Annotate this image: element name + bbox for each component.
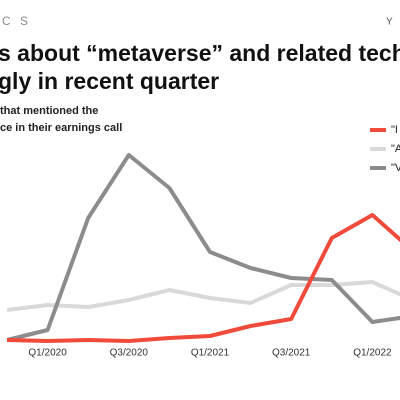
chart-title: s about “metaverse” and related techn xyxy=(0,40,400,66)
x-tick-label: Q3/2021 xyxy=(272,348,311,359)
corner-mark: Y xyxy=(386,17,393,28)
x-tick-label: Q1/2021 xyxy=(191,348,230,359)
legend-label: "V xyxy=(391,162,400,174)
x-tick-label: Q3/2020 xyxy=(110,348,149,359)
line-series xyxy=(6,213,400,343)
chart-subtitle: that mentioned the xyxy=(0,105,98,117)
chart-title: gly in recent quarter xyxy=(0,68,219,94)
brand: C S xyxy=(2,14,31,28)
chart-subtitle: ce in their earnings call xyxy=(0,122,122,134)
legend-label: "I xyxy=(391,124,398,136)
x-tick-label: Q1/2020 xyxy=(28,348,67,359)
legend-label: "A xyxy=(391,143,400,155)
line-series xyxy=(6,280,400,312)
line-series xyxy=(6,153,400,342)
x-tick-label: Q1/2022 xyxy=(353,348,392,359)
